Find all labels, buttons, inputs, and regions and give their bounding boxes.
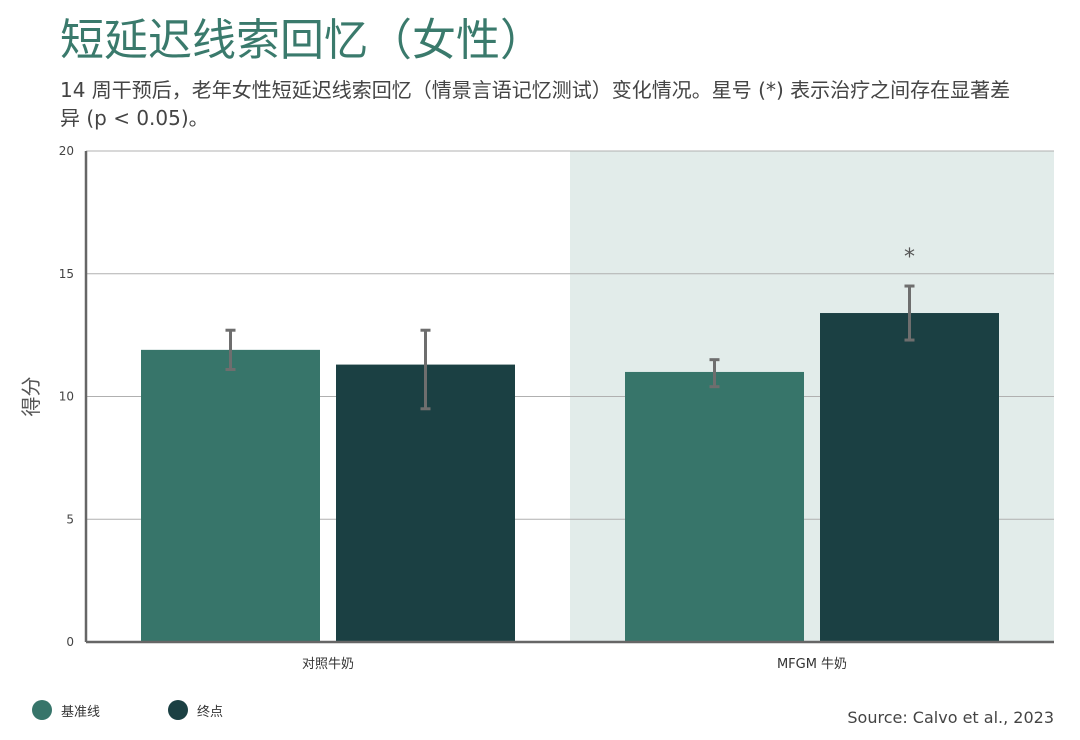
chart-title: 短延迟线索回忆（女性） bbox=[60, 15, 544, 66]
significance-marker-0: * bbox=[904, 245, 915, 270]
category-label-0: 对照牛奶 bbox=[302, 657, 354, 672]
legend-item-baseline: 基准线 bbox=[32, 700, 100, 720]
legend-label-endpoint: 终点 bbox=[197, 704, 224, 720]
legend-swatch-endpoint bbox=[168, 700, 189, 720]
y-tick-label-0: 0 bbox=[66, 635, 74, 649]
legend-swatch-baseline bbox=[32, 700, 52, 720]
chart-subtitle: 14 周干预后，老年女性短延迟线索回忆（情景言语记忆测试）变化情况。星号 (*)… bbox=[60, 78, 1011, 130]
bar-1-0 bbox=[336, 364, 515, 642]
y-tick-label-5: 5 bbox=[66, 512, 74, 526]
bar-0-0 bbox=[141, 349, 320, 642]
legend: 基准线 终点 bbox=[32, 700, 291, 720]
bar-1-1 bbox=[820, 313, 999, 642]
legend-label-baseline: 基准线 bbox=[61, 704, 101, 720]
y-tick-label-10: 10 bbox=[59, 390, 74, 404]
y-axis-label: 得分 bbox=[19, 377, 43, 417]
source-note: Source: Calvo et al., 2023 bbox=[847, 708, 1054, 727]
y-tick-label-15: 15 bbox=[59, 267, 74, 281]
legend-item-endpoint: 终点 bbox=[168, 700, 223, 720]
bar-0-1 bbox=[625, 371, 804, 642]
category-label-1: MFGM 牛奶 bbox=[777, 657, 847, 672]
y-tick-label-20: 20 bbox=[59, 144, 74, 158]
